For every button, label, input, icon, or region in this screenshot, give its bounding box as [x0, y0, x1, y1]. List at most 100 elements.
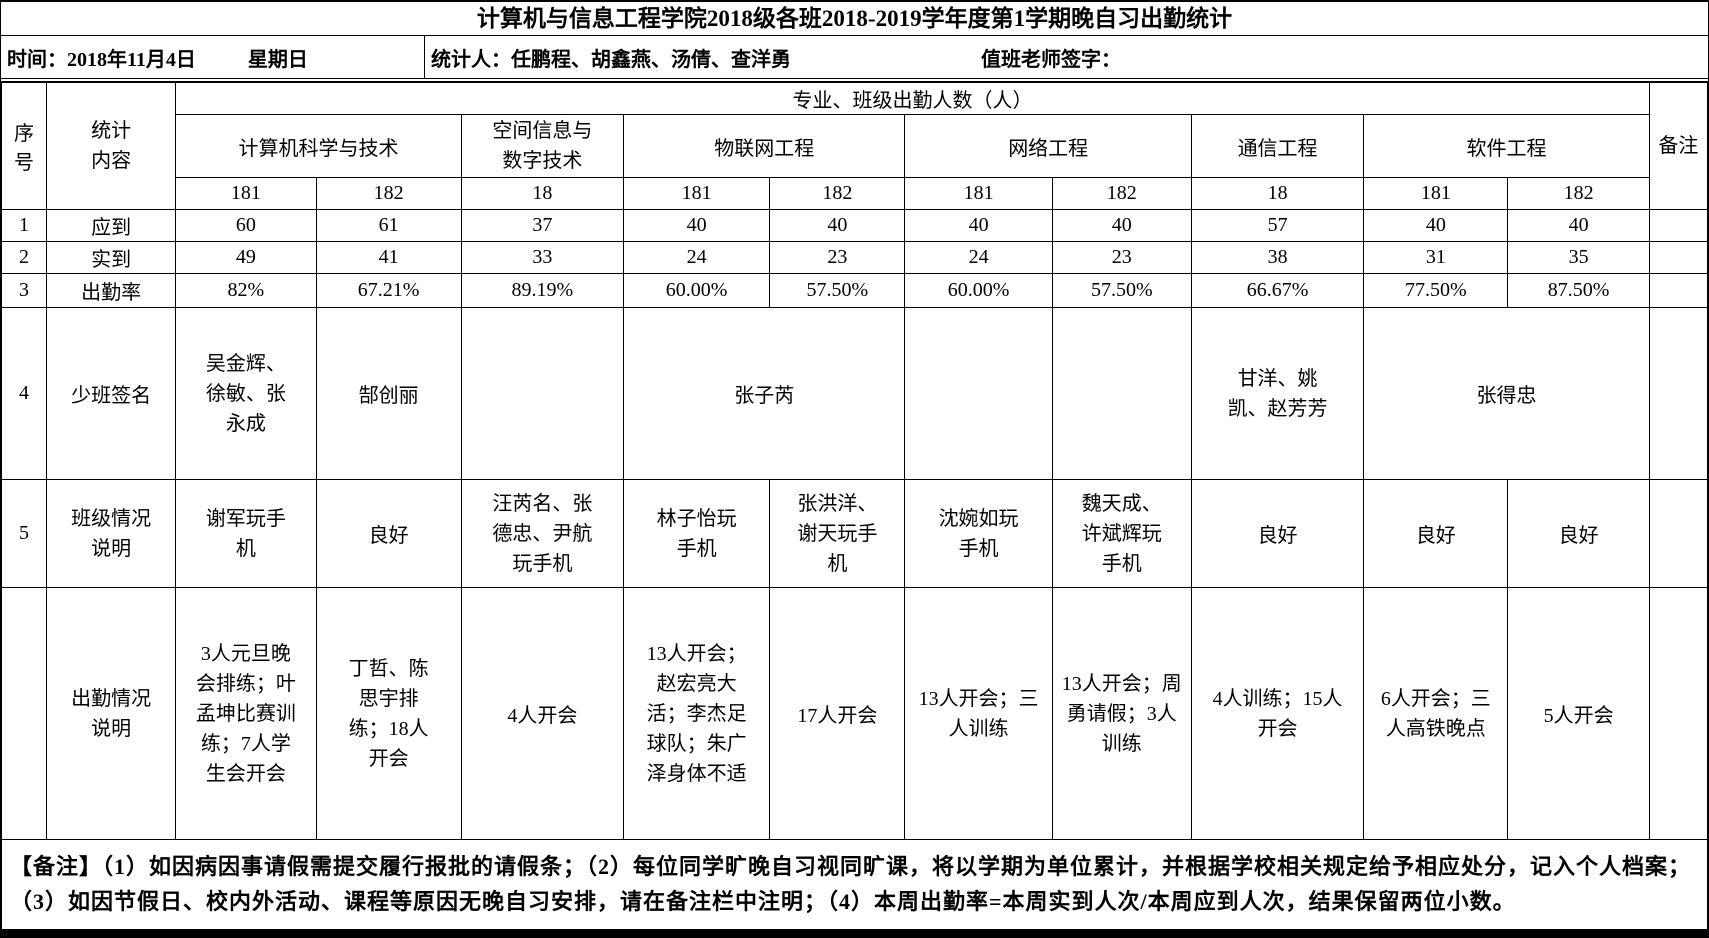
teacher-signature-label: 值班老师签字： — [981, 48, 1121, 71]
table-cell: 张子芮 — [622, 307, 906, 480]
table-cell: 良好 — [1190, 479, 1365, 588]
remark-cell — [1648, 307, 1709, 480]
attendance-table: 序号 统计内容 专业、班级出勤人数（人） 备注 计算机科学与技术 空间信息与数字… — [0, 82, 1709, 930]
table-cell: 良好 — [1363, 479, 1509, 588]
header-major-iot: 物联网工程 — [622, 114, 906, 178]
table-cell: 87.50% — [1507, 273, 1650, 308]
table-cell: 40 — [1363, 209, 1509, 242]
table-cell: 35 — [1507, 241, 1650, 274]
class-number: 182 — [315, 177, 462, 210]
table-cell: 40 — [622, 209, 771, 242]
table-cell: 49 — [175, 241, 317, 274]
info-cell-recorder: 统计人：任鹏程、胡鑫燕、汤倩、查洋勇 值班老师签字： — [425, 36, 1708, 78]
table-cell: 40 — [1507, 209, 1650, 242]
page-title: 计算机与信息工程学院2018级各班2018-2019学年度第1学期晚自习出勤统计 — [1, 2, 1708, 36]
class-number: 182 — [769, 177, 906, 210]
remark-cell — [1648, 241, 1709, 274]
table-cell: 汪芮名、张德忠、尹航玩手机 — [460, 479, 625, 588]
info-row: 时间：2018年11月4日 星期日 统计人：任鹏程、胡鑫燕、汤倩、查洋勇 值班老… — [1, 36, 1708, 82]
table-cell: 41 — [315, 241, 462, 274]
table-cell: 张得忠 — [1363, 307, 1650, 480]
table-cell: 郜创丽 — [315, 307, 462, 480]
row-class-status: 5 班级情况说明 谢军玩手机 良好 汪芮名、张德忠、尹航玩手机 林子怡玩手机 张… — [0, 479, 1709, 588]
class-number: 18 — [460, 177, 625, 210]
table-cell: 57.50% — [1051, 273, 1192, 308]
row-expected: 1 应到 60 61 37 40 40 40 40 57 40 40 — [0, 209, 1709, 242]
table-cell: 13人开会；三人训练 — [904, 587, 1053, 840]
class-number: 181 — [622, 177, 771, 210]
table-cell: 77.50% — [1363, 273, 1509, 308]
class-number: 18 — [1190, 177, 1365, 210]
date-text: 时间：2018年11月4日 — [7, 48, 196, 71]
header-stat-content: 统计内容 — [46, 82, 177, 210]
header-seq: 序号 — [0, 82, 48, 210]
row-footnote: 【备注】（1）如因病因事请假需提交履行报批的请假条；（2）每位同学旷晚自习视同旷… — [1, 839, 1708, 930]
class-number: 181 — [1363, 177, 1509, 210]
row-number: 2 — [0, 241, 48, 274]
remark-cell — [1648, 209, 1709, 242]
row-label: 应到 — [46, 209, 177, 242]
table-cell: 4人训练；15人开会 — [1190, 587, 1365, 840]
header-major-cs: 计算机科学与技术 — [175, 114, 462, 178]
class-number: 182 — [1051, 177, 1192, 210]
table-cell: 23 — [1051, 241, 1192, 274]
table-cell: 3人元旦晚会排练；叶孟坤比赛训练；7人学生会开会 — [175, 587, 317, 840]
recorder-text: 统计人：任鹏程、胡鑫燕、汤倩、查洋勇 — [431, 48, 791, 71]
table-cell: 魏天成、许斌辉玩手机 — [1051, 479, 1192, 588]
table-cell: 23 — [769, 241, 906, 274]
table-cell: 吴金辉、徐敏、张永成 — [175, 307, 317, 480]
table-cell: 谢军玩手机 — [175, 479, 317, 588]
table-cell: 24 — [622, 241, 771, 274]
table-cell — [460, 307, 625, 480]
table-cell: 4人开会 — [460, 587, 625, 840]
row-label: 班级情况说明 — [46, 479, 177, 588]
table-cell: 丁哲、陈思宇排练；18人开会 — [315, 587, 462, 840]
header-major-network: 网络工程 — [904, 114, 1192, 178]
row-actual: 2 实到 49 41 33 24 23 24 23 38 31 35 — [0, 241, 1709, 274]
table-cell — [904, 307, 1053, 480]
class-number: 181 — [904, 177, 1053, 210]
row-label: 实到 — [46, 241, 177, 274]
footnote-text: 【备注】（1）如因病因事请假需提交履行报批的请假条；（2）每位同学旷晚自习视同旷… — [1, 839, 1708, 930]
row-number — [0, 587, 48, 840]
row-number: 3 — [0, 273, 48, 308]
table-cell: 37 — [460, 209, 625, 242]
table-cell: 13人开会；赵宏亮大活；李杰足球队；朱广泽身体不适 — [622, 587, 771, 840]
table-cell: 40 — [769, 209, 906, 242]
remark-cell — [1648, 479, 1709, 588]
table-cell: 5人开会 — [1507, 587, 1650, 840]
table-cell: 60.00% — [622, 273, 771, 308]
remark-cell — [1648, 273, 1709, 308]
table-cell: 40 — [1051, 209, 1192, 242]
table-cell: 66.67% — [1190, 273, 1365, 308]
table-cell: 张洪洋、谢天玩手机 — [769, 479, 906, 588]
table-cell: 82% — [175, 273, 317, 308]
header-major-comm: 通信工程 — [1190, 114, 1365, 178]
table-cell: 38 — [1190, 241, 1365, 274]
table-cell: 甘洋、姚凯、赵芳芳 — [1190, 307, 1365, 480]
table-cell: 良好 — [315, 479, 462, 588]
header-major-spatial: 空间信息与数字技术 — [460, 114, 625, 178]
row-label: 少班签名 — [46, 307, 177, 480]
table-cell: 60.00% — [904, 273, 1053, 308]
table-cell: 6人开会；三人高铁晚点 — [1363, 587, 1509, 840]
row-number: 5 — [0, 479, 48, 588]
header-major-software: 软件工程 — [1363, 114, 1650, 178]
table-cell: 89.19% — [460, 273, 625, 308]
table-cell: 良好 — [1507, 479, 1650, 588]
table-cell: 33 — [460, 241, 625, 274]
table-cell: 林子怡玩手机 — [622, 479, 771, 588]
class-number: 182 — [1507, 177, 1650, 210]
table-cell — [1051, 307, 1192, 480]
table-cell: 31 — [1363, 241, 1509, 274]
table-cell: 67.21% — [315, 273, 462, 308]
row-label: 出勤情况说明 — [46, 587, 177, 840]
table-cell: 60 — [175, 209, 317, 242]
row-number: 4 — [0, 307, 48, 480]
table-cell: 40 — [904, 209, 1053, 242]
weekday-text: 星期日 — [247, 48, 308, 71]
table-cell: 13人开会；周勇请假；3人训练 — [1051, 587, 1192, 840]
header-group: 专业、班级出勤人数（人） — [175, 82, 1650, 115]
row-attendance-notes: 出勤情况说明 3人元旦晚会排练；叶孟坤比赛训练；7人学生会开会 丁哲、陈思宇排练… — [0, 587, 1709, 840]
